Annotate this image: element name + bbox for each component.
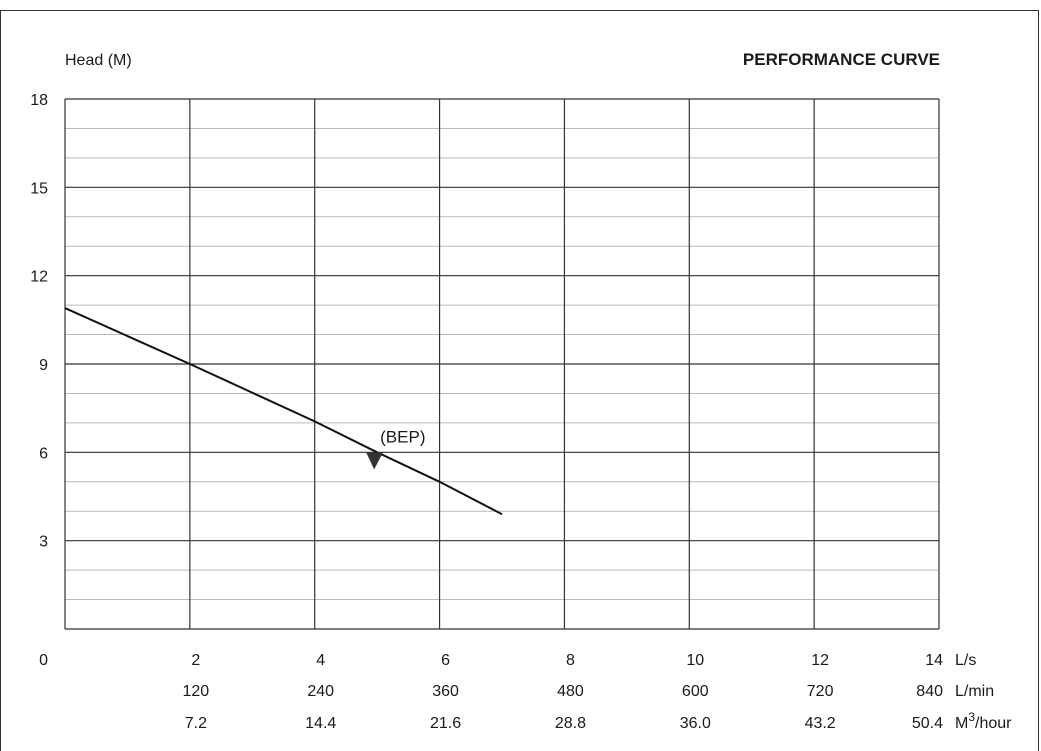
bep-marker-icon <box>366 452 384 470</box>
x-tick-label: 2 <box>191 652 200 669</box>
x-tick-label: 120 <box>183 683 210 700</box>
y-ticks: 0 3 6 9 12 15 18 <box>30 92 48 669</box>
x-ticks: 2 4 6 8 10 12 14 L/s 120 240 360 480 600 720 840 L/min 7… <box>183 652 1013 732</box>
x-tick-label: 50.4 <box>912 715 943 732</box>
y-tick-label: 6 <box>39 445 48 462</box>
y-tick-label: 9 <box>39 357 48 374</box>
plot-area: (BEP) <box>64 307 503 516</box>
x-unit-label: L/min <box>955 683 994 700</box>
y-tick-label: 0 <box>39 652 48 669</box>
x-unit-label: L/s <box>955 652 976 669</box>
x-unit-label: M3/hour <box>955 710 1012 732</box>
x-tick-label: 840 <box>916 683 943 700</box>
x-tick-label: 240 <box>307 683 334 700</box>
grid <box>64 98 940 630</box>
x-tick-label: 21.6 <box>430 715 461 732</box>
x-tick-label: 720 <box>807 683 834 700</box>
x-tick-label: 14 <box>925 652 943 669</box>
x-tick-label: 4 <box>316 652 325 669</box>
y-tick-label: 3 <box>39 534 48 551</box>
x-tick-label: 600 <box>682 683 709 700</box>
chart-title: PERFORMANCE CURVE <box>743 50 940 69</box>
x-tick-label: 360 <box>432 683 459 700</box>
x-tick-label: 14.4 <box>305 715 336 732</box>
x-tick-label: 10 <box>686 652 704 669</box>
x-tick-label: 6 <box>441 652 450 669</box>
x-tick-label: 7.2 <box>185 715 207 732</box>
x-tick-label: 28.8 <box>555 715 586 732</box>
x-tick-label: 8 <box>566 652 575 669</box>
bep-label: (BEP) <box>380 427 425 446</box>
y-tick-label: 18 <box>30 92 48 109</box>
x-tick-label: 36.0 <box>680 715 711 732</box>
x-tick-label: 480 <box>557 683 584 700</box>
x-tick-label: 43.2 <box>805 715 836 732</box>
x-tick-label: 12 <box>811 652 829 669</box>
performance-curve <box>64 307 503 516</box>
y-tick-label: 12 <box>30 269 48 286</box>
y-tick-label: 15 <box>30 180 48 197</box>
chart-frame <box>0 10 1039 751</box>
y-axis-label: Head (M) <box>65 52 132 69</box>
